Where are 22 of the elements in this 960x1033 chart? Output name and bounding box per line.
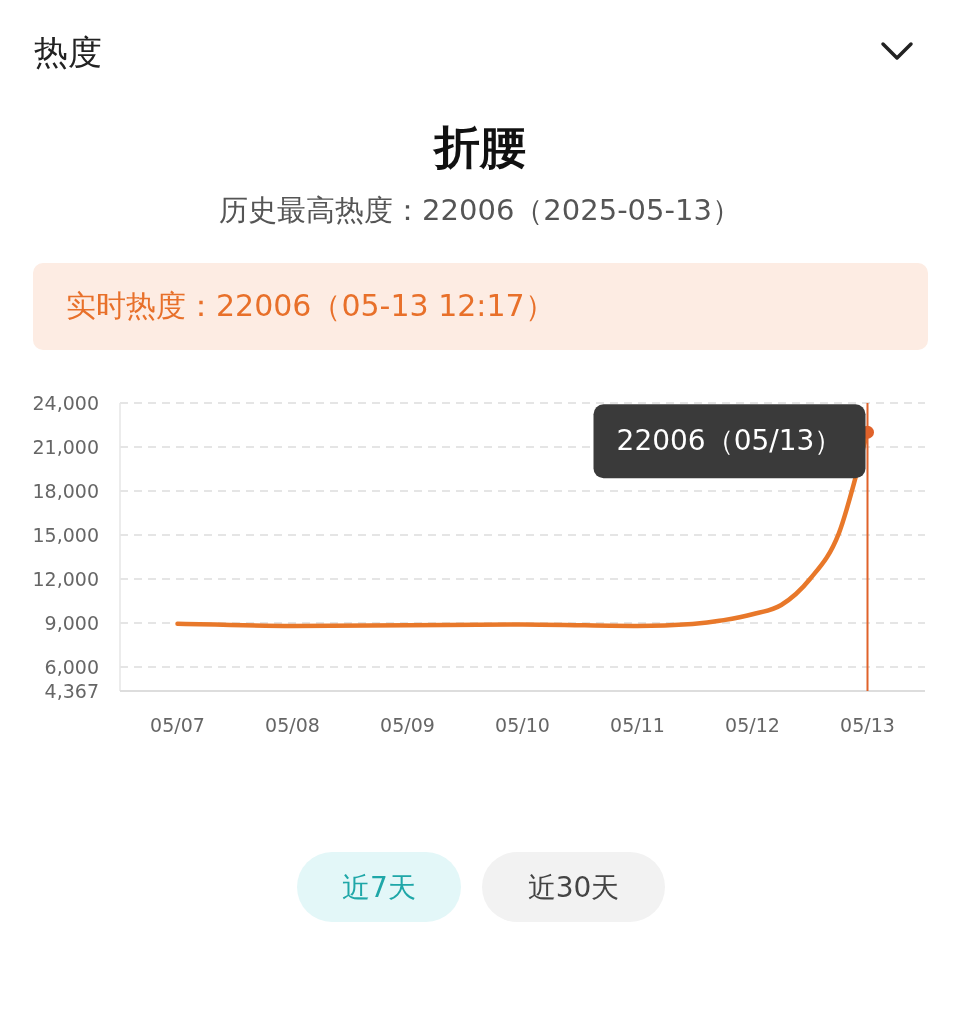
x-tick-label: 05/09 bbox=[380, 714, 435, 736]
y-tick-label: 6,000 bbox=[44, 656, 99, 679]
x-tick-label: 05/07 bbox=[150, 714, 205, 736]
text: 热度 bbox=[34, 32, 102, 72]
y-tick-label: 21,000 bbox=[32, 436, 99, 459]
y-tick-label: 15,000 bbox=[32, 524, 99, 547]
y-tick-label: 12,000 bbox=[32, 568, 99, 591]
chart-title: 折腰 bbox=[432, 120, 526, 174]
y-tick-label: 24,000 bbox=[32, 392, 99, 414]
text: 近7天 bbox=[342, 871, 416, 904]
x-tick-label: 05/11 bbox=[610, 714, 665, 736]
x-tick-label: 05/12 bbox=[725, 714, 780, 736]
chart-subtitle: 历史最高热度：22006（2025-05-13） bbox=[219, 193, 741, 227]
y-tick-label: 9,000 bbox=[44, 612, 99, 635]
annotation: 22006（05/13） bbox=[616, 424, 843, 458]
y-tick-label: 18,000 bbox=[32, 480, 99, 503]
y-tick-label: 4,367 bbox=[44, 680, 99, 702]
x-tick-label: 05/13 bbox=[840, 714, 895, 736]
text: 近30天 bbox=[527, 871, 620, 904]
x-tick-label: 05/10 bbox=[495, 714, 550, 736]
x-tick-label: 05/08 bbox=[265, 714, 320, 736]
text: 实时热度：22006（05-13 12:17） bbox=[66, 288, 555, 323]
